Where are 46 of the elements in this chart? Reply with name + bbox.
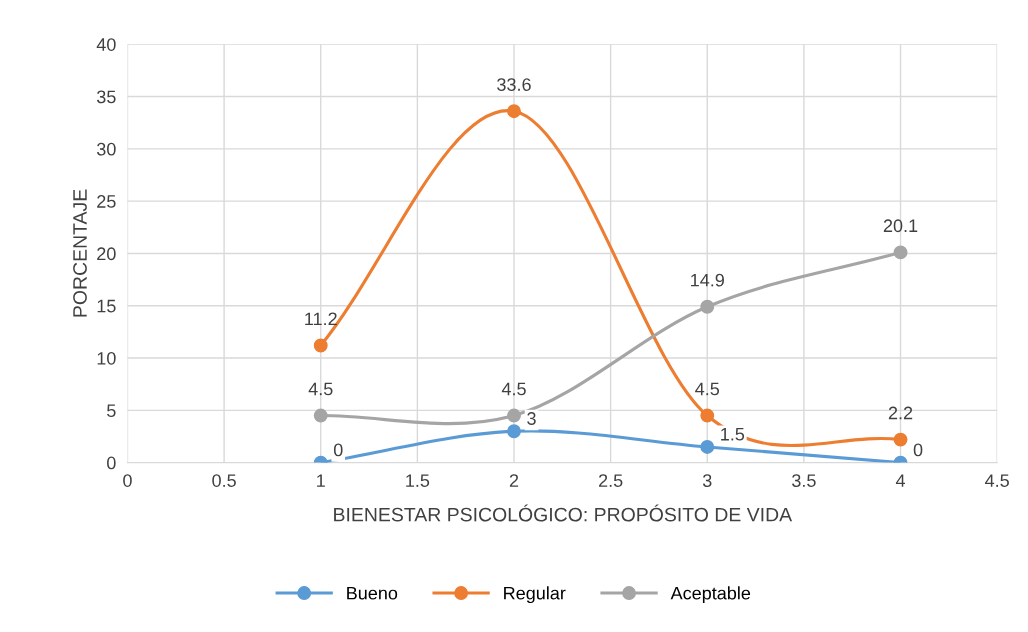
point — [507, 424, 521, 439]
x-tick-label: 4 — [895, 474, 906, 487]
y-tick-label: 40 — [96, 38, 116, 51]
x-tick-label: 4.5 — [985, 474, 1009, 487]
x-tick-label: 1.5 — [406, 474, 430, 487]
point — [700, 408, 715, 423]
y-tick-label: 35 — [96, 90, 116, 104]
point — [893, 245, 908, 260]
y-tick-label: 10 — [97, 351, 116, 365]
data-label: 33.6 — [497, 78, 531, 91]
x-tick-label: 3 — [702, 474, 712, 487]
y-tick-label: 25 — [97, 195, 116, 208]
y-tick-label: 20 — [97, 247, 116, 261]
point — [313, 408, 328, 423]
y-tick-label: 30 — [96, 142, 116, 156]
point — [507, 408, 521, 423]
y-tick-label: 5 — [107, 404, 116, 418]
point — [893, 432, 908, 447]
y-tick-label: 0 — [107, 456, 116, 470]
point — [700, 439, 715, 454]
data-label: 2.2 — [888, 406, 913, 420]
data-label: 4.5 — [308, 382, 333, 396]
x-axis-title: BIENESTAR PSICOLÓGICO: PROPÓSITO DE VIDA — [334, 504, 793, 522]
point — [313, 338, 328, 353]
point — [507, 104, 521, 119]
data-label: 20.1 — [883, 219, 918, 233]
x-tick-label: 0.5 — [212, 474, 236, 487]
x-tick-label: 0 — [123, 474, 132, 487]
data-label: 4.5 — [695, 382, 720, 396]
x-tick-label: 2 — [509, 474, 519, 487]
x-tick-label: 3.5 — [792, 474, 816, 487]
y-axis-title: PORCENTAJE — [73, 189, 87, 317]
point — [700, 299, 715, 314]
data-label: 4.5 — [501, 382, 526, 396]
legend-label: Bueno — [347, 586, 398, 600]
data-label: 0 — [913, 443, 923, 457]
data-label: 14.9 — [691, 273, 724, 287]
legend-label: Regular — [504, 586, 566, 604]
x-tick-label: 2.5 — [598, 474, 623, 487]
data-label: 1.5 — [721, 427, 745, 441]
data-label: 3 — [527, 412, 536, 425]
legend-label: Aceptable — [670, 586, 751, 604]
y-tick-label: 15 — [97, 299, 116, 313]
x-tick-label: 1 — [317, 474, 325, 487]
data-label: 0 — [333, 443, 343, 457]
data-label: 11.2 — [305, 312, 337, 326]
